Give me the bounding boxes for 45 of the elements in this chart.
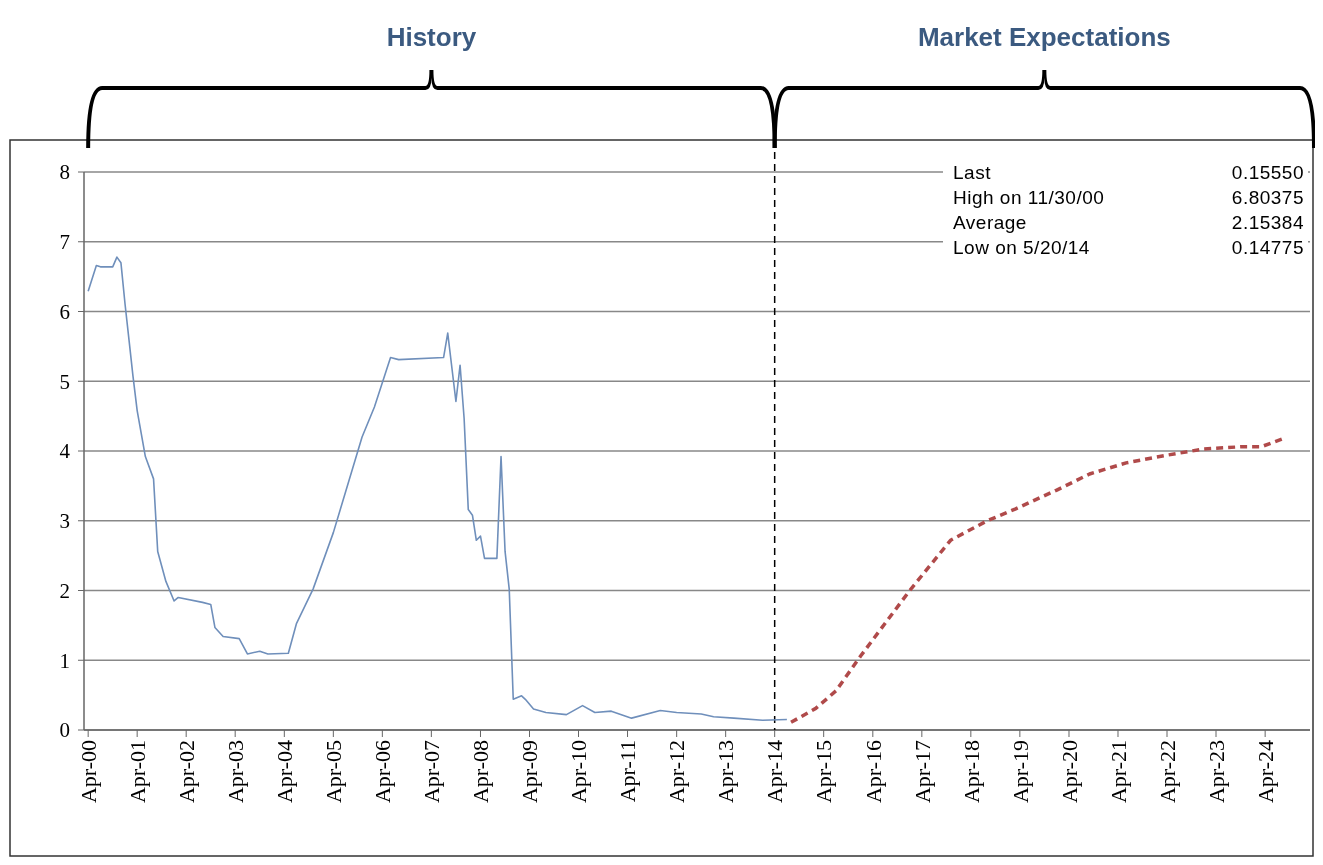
x-tick-label: Apr-06: [370, 740, 396, 804]
y-tick-label: 3: [59, 509, 70, 534]
x-tick-label: Apr-15: [811, 740, 837, 804]
annotation: Average: [953, 211, 1027, 233]
y-tick-label: 5: [59, 369, 70, 394]
x-tick-label: Apr-19: [1007, 740, 1033, 804]
x-tick-label: Apr-20: [1056, 740, 1082, 804]
y-tick-label: 6: [59, 299, 70, 324]
x-tick-label: Apr-14: [762, 740, 788, 804]
y-tick-label: 2: [59, 578, 70, 603]
x-tick-label: Apr-11: [615, 740, 641, 803]
x-tick-label: Apr-21: [1105, 740, 1131, 804]
text: History: [386, 22, 477, 52]
annotation: Last: [953, 161, 992, 183]
x-tick-label: Apr-09: [517, 740, 543, 804]
x-tick-label: Apr-24: [1252, 740, 1278, 804]
y-tick-label: 8: [59, 160, 70, 185]
x-tick-label: Apr-07: [419, 740, 445, 804]
annotation: Low on 5/20/14: [953, 236, 1090, 258]
y-tick-label: 1: [59, 648, 70, 673]
x-tick-label: Apr-23: [1203, 740, 1229, 804]
annotation: High on 11/30/00: [953, 186, 1105, 208]
x-tick-label: Apr-18: [958, 740, 984, 804]
x-tick-label: Apr-10: [566, 740, 592, 804]
x-tick-label: Apr-12: [664, 740, 690, 804]
x-tick-label: Apr-00: [75, 740, 101, 804]
y-tick-label: 7: [59, 230, 70, 255]
x-tick-label: Apr-08: [468, 740, 494, 804]
annotation: 0.14775: [1231, 236, 1304, 258]
x-tick-label: Apr-13: [713, 740, 739, 804]
x-tick-label: Apr-05: [321, 740, 347, 804]
y-tick-label: 0: [59, 718, 70, 743]
line-series: [87, 256, 788, 722]
x-tick-label: Apr-03: [222, 740, 248, 804]
x-tick-label: Apr-16: [860, 740, 886, 804]
annotation: 2.15384: [1231, 211, 1304, 233]
annotation: 6.80375: [1231, 186, 1304, 208]
x-tick-label: Apr-17: [909, 740, 935, 804]
y-tick-label: 4: [59, 439, 71, 464]
x-tick-label: Apr-01: [124, 740, 150, 804]
x-tick-label: Apr-04: [272, 740, 298, 804]
x-tick-label: Apr-22: [1154, 740, 1180, 804]
annotation: 0.15550: [1231, 161, 1304, 183]
x-tick-label: Apr-02: [173, 740, 199, 804]
text: Market Expectations: [917, 22, 1171, 52]
